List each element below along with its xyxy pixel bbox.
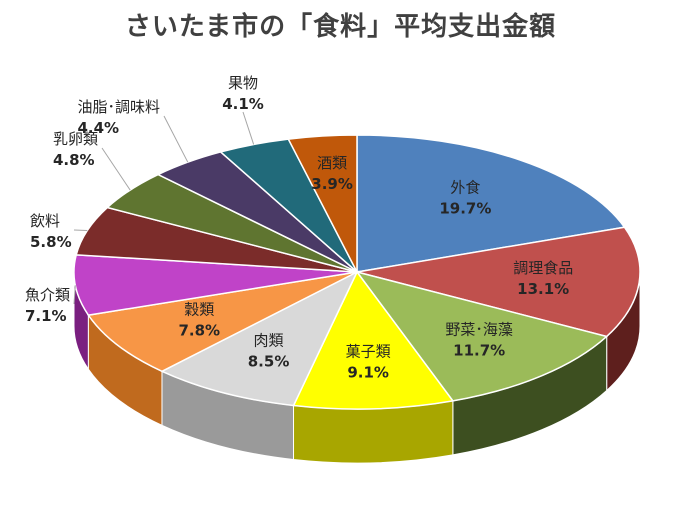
chart-title: さいたま市の「食料」平均支出金額 [124, 12, 557, 42]
slice-value-4: 8.5% [248, 353, 290, 371]
leader-line-10 [242, 111, 255, 145]
slice-value-8: 4.8% [53, 151, 95, 169]
slice-value-3: 9.1% [347, 363, 389, 381]
slice-value-5: 7.8% [178, 321, 220, 339]
leader-line-8 [101, 147, 131, 191]
slice-value-7: 5.8% [30, 233, 72, 251]
pie-slice-11 [287, 134, 358, 273]
slice-label-3: 菓子類 [346, 342, 391, 360]
leader-line-9 [163, 115, 189, 163]
pie-side-3 [293, 400, 454, 464]
slice-value-1: 13.1% [517, 280, 569, 298]
pie-slice-6 [73, 254, 358, 316]
slice-label-6: 魚介類 [25, 286, 70, 304]
slice-label-8: 乳卵類 [53, 130, 98, 148]
slice-value-0: 19.7% [439, 199, 491, 217]
slice-label-9: 油脂･調味料 [77, 98, 160, 116]
leader-line-6 [73, 285, 76, 305]
slice-value-9: 4.4% [77, 119, 119, 137]
slice-label-5: 穀類 [184, 300, 214, 318]
slice-label-0: 外食 [450, 178, 480, 196]
pie-slice-1 [356, 226, 641, 338]
pie-slice-4 [160, 270, 359, 407]
slice-value-11: 3.9% [311, 175, 353, 193]
slice-value-2: 11.7% [453, 341, 505, 359]
slice-label-11: 酒類 [317, 154, 347, 172]
slice-label-4: 肉類 [254, 332, 284, 350]
slice-label-10: 果物 [228, 74, 258, 92]
slice-value-6: 7.1% [25, 307, 67, 325]
slice-label-7: 飲料 [30, 212, 60, 230]
pie-slice-3 [292, 270, 455, 410]
slice-value-10: 4.1% [222, 95, 264, 113]
pie-slice-2 [355, 270, 609, 402]
slice-label-2: 野菜･海藻 [445, 320, 513, 338]
pie-slice-5 [87, 271, 358, 373]
slice-label-1: 調理食品 [513, 259, 573, 277]
